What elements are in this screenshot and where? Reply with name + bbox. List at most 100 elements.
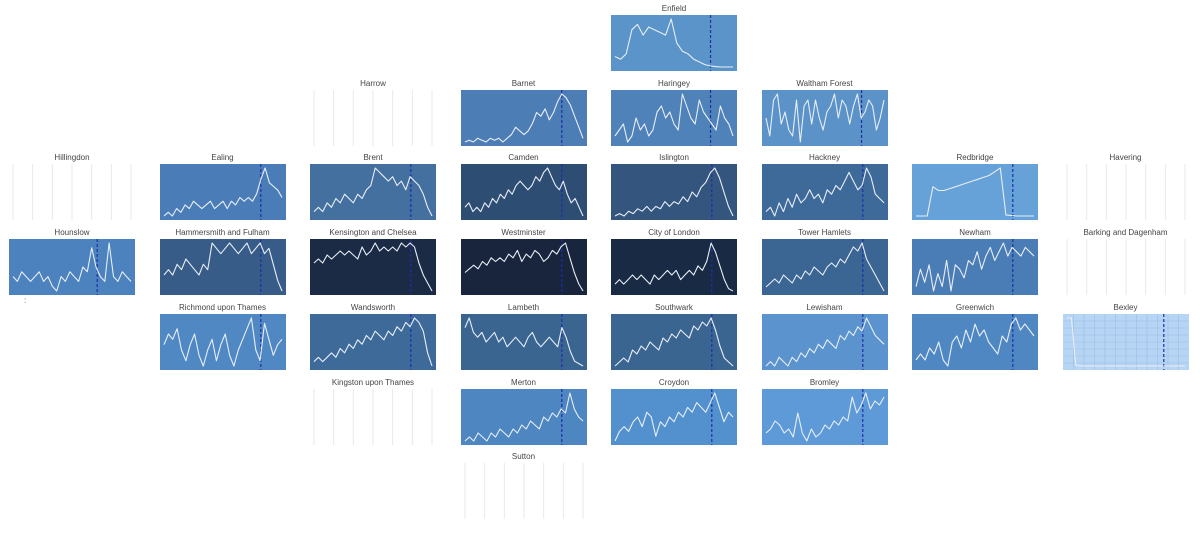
panel-sutton: Sutton [461,451,587,520]
panel-merton: Merton [460,377,587,445]
panel-title: Lambeth [507,302,540,312]
panel-title: Enfield [661,4,687,13]
panel-title: Newham [959,228,991,238]
series-line [12,242,132,292]
series-line [916,167,1034,217]
panel-bexley: Bexley [1062,302,1189,370]
panel-newham: Newham [912,227,1038,296]
panel-title: Hammersmith and Fulham [175,228,270,238]
panel-plot [761,239,888,296]
panel-title: Croydon [658,377,690,387]
panel-plot [159,164,286,221]
panel-camden: Camden [460,152,587,221]
series-line [313,167,433,217]
panel-background [159,239,286,296]
panel-plot [912,313,1038,370]
series-line [614,167,734,217]
panel-title: Barnet [511,78,536,88]
panel-plot [611,89,737,146]
series-line [313,317,433,366]
panel-greenwich: Greenwich [912,302,1038,370]
panel-title: Hillingdon [54,153,90,163]
panel-plot [460,313,587,370]
panel-title: Bexley [1113,302,1138,312]
panel-background [159,164,286,221]
panel-wandsworth: Wandsworth [310,302,436,370]
panel-islington: Islington [611,152,737,221]
panel-background [611,313,737,370]
panel-title: Lewisham [806,302,843,312]
panel-plot [313,388,433,445]
panel-title: Kensington and Chelsea [329,228,417,238]
panel-hackney: Hackney [761,152,888,221]
panel-title: Havering [1109,153,1142,163]
panel-plot [611,164,737,221]
panel-bromley: Bromley [761,377,888,445]
panel-haringey: Haringey [611,78,737,146]
series-line [765,242,884,292]
panel-hounslow: Hounslow [9,227,135,296]
panel-plot [761,313,888,370]
series-line [464,391,583,442]
series-line [464,93,584,143]
panel-plot [464,463,583,520]
panel-background [912,313,1038,370]
panel-enfield: Enfield [611,3,737,71]
series-line [614,317,734,367]
panel-ealing: Ealing [159,152,286,221]
panel-title: Waltham Forest [796,78,853,88]
panel-plot [912,164,1038,221]
series-line [765,391,884,442]
panel-plot [1066,239,1185,296]
panel-city-of-london: City of London [611,227,737,296]
series-line [614,391,734,441]
panel-kingston-upon-thames: Kingston upon Thames [310,377,436,445]
series-line [614,93,734,143]
panel-plot [761,164,888,221]
panel-title: Merton [511,377,536,387]
panel-croydon: Croydon [611,377,737,445]
panel-plot [1062,313,1189,370]
panel-background [460,388,587,445]
panel-background [310,164,436,221]
panel-kensington-and-chelsea: Kensington and Chelsea [310,227,436,296]
panel-background [159,313,286,370]
panel-plot [12,164,132,221]
panel-plot [159,239,286,296]
panel-title: Kingston upon Thames [331,377,415,387]
panel-title: Richmond upon Thames [178,302,266,312]
panel-background [912,164,1038,221]
panel-plot [310,239,436,296]
panel-title: Greenwich [955,302,995,312]
panel-havering: Havering [1063,152,1189,221]
panel-background [761,239,888,296]
panel-title: Redbridge [956,153,994,163]
series-line [614,18,733,68]
panel-hammersmith-and-fulham: Hammersmith and Fulham [159,227,286,296]
panel-redbridge: Redbridge [912,152,1038,221]
panel-background [912,239,1038,296]
panel-hillingdon: Hillingdon [9,152,135,221]
panel-harrow: Harrow [310,78,436,146]
panel-plot [460,388,587,445]
panel-background [9,239,135,296]
panel-background [611,164,737,221]
panel-barking-and-dagenham: Barking and Dagenham [1063,227,1189,296]
series-line [915,242,1035,292]
panel-plot [761,388,888,445]
panel-background [460,239,587,296]
panel-title: Hackney [808,153,841,163]
panel-background [611,15,737,71]
panel-brent: Brent [310,152,436,221]
panel-title: Westminster [501,228,546,238]
series-line [163,242,283,292]
panel-barnet: Barnet [460,78,587,146]
panel-plot [611,388,737,445]
panel-background [460,164,587,221]
series-line [764,93,885,143]
panel-plot [313,89,433,146]
panel-lambeth: Lambeth [460,302,587,370]
series-line [765,317,884,367]
panel-richmond-upon-thames: Richmond upon Thames [159,302,286,370]
series-line [464,167,584,217]
